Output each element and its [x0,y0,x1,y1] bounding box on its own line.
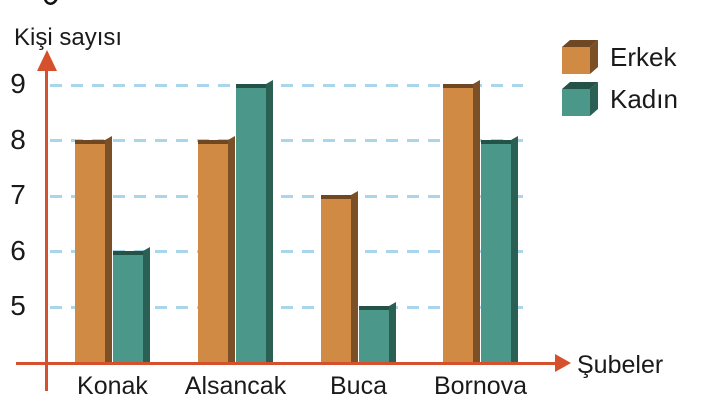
cube-front-face [562,47,590,74]
category-label-bornova: Bornova [433,372,528,400]
legend-label-erkek: Erkek [610,42,677,72]
category-label-konak: Konak [77,372,148,400]
legend-swatch-erkek [562,40,598,74]
bar-side-face [143,247,150,362]
bar-front-face [481,140,511,362]
bar-side-face [266,80,273,362]
bar-side-face [105,136,112,362]
bar-front-face [443,84,473,362]
y-tick-label: 9 [10,68,26,99]
cube-side-face [590,40,598,74]
bar-side-face [511,136,518,362]
bar-front-face [359,306,389,362]
bar-side-face [473,80,480,362]
bar-kadın-bornova [481,136,518,362]
legend-label-kadın: Kadın [610,84,678,114]
gridline-9 [50,83,523,87]
x-axis-title: Şubeler [577,351,664,379]
bar-front-face [75,140,105,362]
category-label-alsancak: Alsancak [184,372,287,400]
bar-front-face [198,140,228,362]
bar-front-face [321,195,351,362]
bar-erkek-buca [321,191,358,362]
y-tick-label: 6 [10,234,26,266]
gridline-7 [50,194,523,198]
legend-swatch-kadın [562,82,598,116]
cube-top-face [562,82,598,89]
cropped-text-fragment-icon [44,0,58,6]
x-axis-line [16,362,557,365]
bar-front-face [113,251,143,362]
bar-kadın-konak [113,247,150,362]
y-axis-title: Kişi sayısı [14,24,123,51]
y-axis-arrowhead-icon [37,50,57,71]
bar-side-face [351,191,358,362]
y-tick-label: 7 [10,179,26,211]
cube-top-face [562,40,598,47]
bar-kadın-buca [359,302,396,362]
y-axis-line [45,62,48,391]
bar-erkek-konak [75,136,112,362]
cube-side-face [590,82,598,116]
bar-side-face [389,302,396,362]
category-label-buca: Buca [330,372,387,400]
y-tick-label: 8 [10,123,26,155]
cube-front-face [562,89,590,116]
bar-kadın-alsancak [236,80,273,362]
gridline-6 [50,250,523,254]
x-axis-arrowhead-icon [555,354,571,372]
bar-side-face [228,136,235,362]
gridline-8 [50,139,523,143]
gridline-5 [50,305,523,309]
bar-erkek-bornova [443,80,480,362]
bar-erkek-alsancak [198,136,235,362]
y-tick-label: 5 [10,290,26,322]
bar-front-face [236,84,266,362]
